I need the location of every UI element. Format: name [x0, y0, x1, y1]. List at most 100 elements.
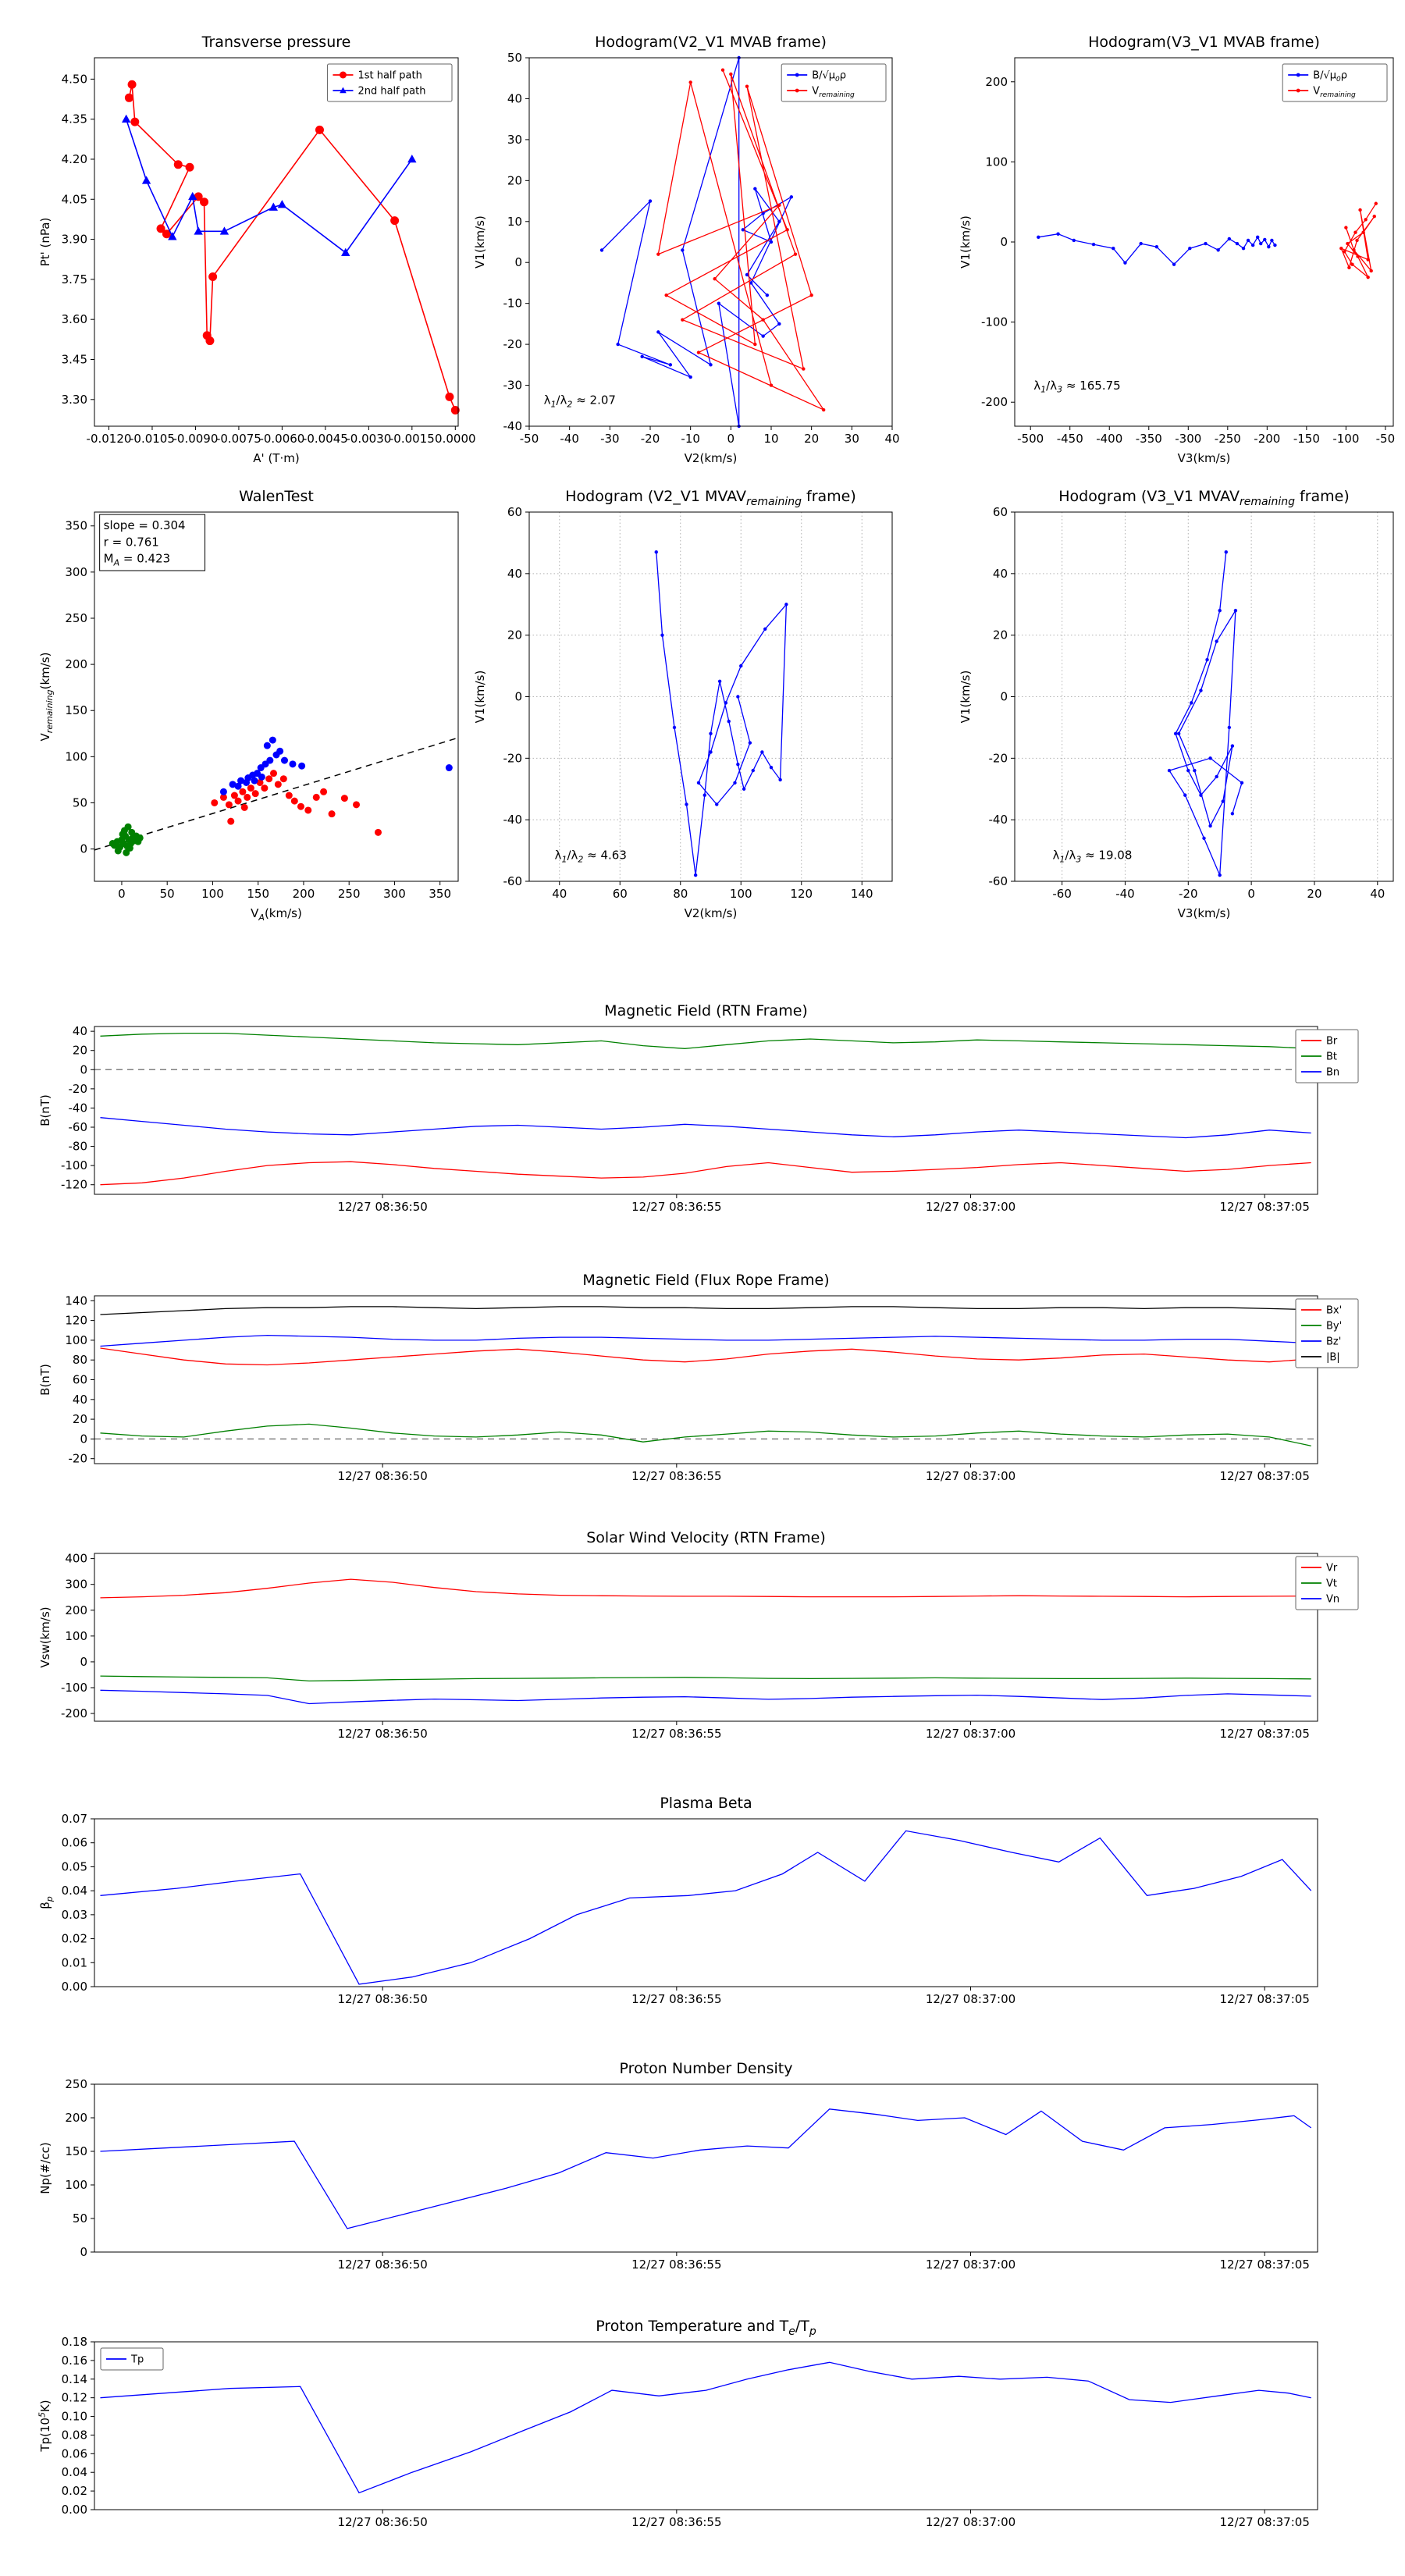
svg-text:350: 350 [65, 519, 87, 533]
svg-text:-0.0015: -0.0015 [389, 432, 435, 446]
plot-svg: -60 -40 -20 0 20 40 -60 -40 -20 0 20 40 60 V3(km/s) V1… [959, 488, 1394, 920]
svg-text:Bx': Bx' [1326, 1305, 1342, 1317]
svg-text:λ1/λ3 ≈ 165.75: λ1/λ3 ≈ 165.75 [1033, 379, 1120, 395]
svg-text:B/√μ0ρ: B/√μ0ρ [1313, 70, 1347, 84]
svg-text:slope = 0.304: slope = 0.304 [104, 518, 186, 532]
plot-svg: 40 60 80 100 120 140 -60 -40 -20 0 20 40 60 V2(km/s) V… [473, 488, 893, 920]
svg-text:0: 0 [80, 2245, 87, 2259]
svg-text:3.45: 3.45 [62, 352, 87, 366]
svg-text:100: 100 [201, 887, 224, 901]
svg-text:200: 200 [985, 75, 1008, 89]
svg-text:-10: -10 [681, 432, 700, 446]
svg-text:-0.0120: -0.0120 [87, 432, 132, 446]
svg-text:12/27 08:37:00: 12/27 08:37:00 [926, 1727, 1016, 1741]
svg-text:10: 10 [763, 432, 778, 446]
svg-text:40: 40 [552, 887, 567, 901]
svg-text:Bt: Bt [1326, 1051, 1337, 1063]
svg-text:250: 250 [338, 887, 361, 901]
svg-text:Plasma Beta: Plasma Beta [660, 1795, 752, 1812]
svg-text:0.04: 0.04 [62, 2465, 87, 2479]
chart-magnetic-field-fluxrope: 12/27 08:36:50 12/27 08:36:55 12/27 08:37:… [20, 1261, 1405, 1507]
svg-text:-300: -300 [1175, 432, 1201, 446]
svg-text:20: 20 [73, 1044, 87, 1058]
svg-text:12/27 08:36:55: 12/27 08:36:55 [631, 1992, 721, 2006]
svg-text:-40: -40 [1115, 887, 1135, 901]
svg-text:0: 0 [80, 1432, 87, 1446]
plot-svg: 12/27 08:36:50 12/27 08:36:55 12/27 08:37:… [37, 2318, 1318, 2529]
svg-text:Bn: Bn [1326, 1067, 1339, 1079]
plot-svg: 12/27 08:36:50 12/27 08:36:55 12/27 08:37:… [38, 1795, 1318, 2006]
svg-text:100: 100 [65, 749, 87, 763]
svg-text:0: 0 [1000, 690, 1008, 704]
chart-hodogram-v2v1-mvav: 40 60 80 100 120 140 -60 -40 -20 0 20 40 60 V2(km/s) V… [455, 477, 994, 924]
chart-hodogram-v2v1-mvab: -50 -40 -30 -20 -10 0 10 20 30 40 -40 -30 -20 -10 0 10 2… [455, 23, 994, 469]
svg-text:12/27 08:37:00: 12/27 08:37:00 [926, 2515, 1016, 2529]
svg-text:-20: -20 [1179, 887, 1198, 901]
svg-text:0: 0 [118, 887, 126, 901]
svg-text:Tp(105K): Tp(105K) [37, 2400, 52, 2452]
svg-text:By': By' [1326, 1321, 1342, 1332]
svg-text:120: 120 [65, 1314, 87, 1328]
svg-text:Br: Br [1326, 1036, 1338, 1048]
svg-text:-0.0075: -0.0075 [216, 432, 261, 446]
svg-text:100: 100 [65, 1333, 87, 1347]
svg-text:-100: -100 [61, 1681, 87, 1695]
chart-plasma-beta: 12/27 08:36:50 12/27 08:36:55 12/27 08:37:… [20, 1784, 1405, 2030]
svg-text:3.90: 3.90 [62, 233, 87, 247]
svg-text:20: 20 [804, 432, 819, 446]
svg-text:60: 60 [507, 505, 522, 519]
svg-text:12/27 08:37:05: 12/27 08:37:05 [1220, 1992, 1310, 2006]
svg-text:Vremaining: Vremaining [1313, 86, 1356, 99]
svg-text:-60: -60 [69, 1120, 88, 1134]
svg-text:-0.0060: -0.0060 [259, 432, 304, 446]
svg-text:100: 100 [985, 155, 1008, 169]
svg-text:0.03: 0.03 [62, 1908, 87, 1922]
svg-text:-250: -250 [1215, 432, 1241, 446]
svg-text:-200: -200 [981, 395, 1008, 409]
svg-text:300: 300 [383, 887, 406, 901]
svg-text:0.04: 0.04 [62, 1884, 87, 1898]
svg-text:0: 0 [80, 1062, 87, 1076]
svg-text:250: 250 [65, 611, 87, 625]
svg-text:λ1/λ3 ≈ 19.08: λ1/λ3 ≈ 19.08 [1053, 849, 1133, 865]
svg-text:Hodogram(V3_V1 MVAB frame): Hodogram(V3_V1 MVAB frame) [1088, 34, 1320, 51]
svg-text:0: 0 [1247, 887, 1255, 901]
svg-text:-30: -30 [503, 379, 523, 393]
plot-svg: -50 -40 -30 -20 -10 0 10 20 30 40-40-30-20-100102… [473, 34, 900, 465]
svg-text:-40: -40 [503, 813, 523, 827]
svg-text:-40: -40 [560, 432, 579, 446]
svg-text:200: 200 [65, 657, 87, 671]
svg-text:V3(km/s): V3(km/s) [1178, 906, 1231, 920]
svg-text:0: 0 [80, 1655, 87, 1669]
svg-text:10: 10 [507, 215, 522, 229]
plot-svg: -0.0120-0.0105-0.0090-0.0075-0.0060-0.00… [38, 34, 476, 465]
svg-text:12/27 08:37:05: 12/27 08:37:05 [1220, 2515, 1310, 2529]
plot-svg: 12/27 08:36:50 12/27 08:36:55 12/27 08:37:… [38, 1002, 1359, 1214]
plot-svg: 12/27 08:36:50 12/27 08:36:55 12/27 08:37:… [38, 1529, 1359, 1741]
svg-text:-40: -40 [503, 419, 523, 433]
svg-text:100: 100 [65, 2178, 87, 2192]
svg-text:80: 80 [673, 887, 688, 901]
svg-text:150: 150 [65, 703, 87, 717]
svg-text:VA(km/s): VA(km/s) [251, 906, 302, 923]
svg-text:Vt: Vt [1326, 1578, 1337, 1590]
svg-text:-20: -20 [989, 751, 1008, 765]
svg-text:0.00: 0.00 [62, 1980, 87, 1994]
svg-text:0: 0 [514, 255, 522, 269]
svg-text:12/27 08:36:55: 12/27 08:36:55 [631, 1727, 721, 1741]
svg-text:3.75: 3.75 [62, 272, 87, 286]
svg-text:Pt' (nPa): Pt' (nPa) [38, 218, 52, 267]
svg-text:0.06: 0.06 [62, 1836, 87, 1850]
svg-text:-50: -50 [1376, 432, 1396, 446]
svg-text:-20: -20 [69, 1452, 88, 1466]
svg-text:0.07: 0.07 [62, 1812, 87, 1826]
plot-svg: -500 -450 -400 -350 -300 -250 -200 -150 -100 -50 -… [959, 34, 1396, 465]
svg-text:120: 120 [790, 887, 813, 901]
svg-text:0.0000: 0.0000 [435, 432, 476, 446]
svg-text:50: 50 [73, 2211, 87, 2226]
svg-text:0.02: 0.02 [62, 2484, 87, 2498]
svg-text:30: 30 [507, 133, 522, 147]
svg-text:-200: -200 [61, 1706, 87, 1720]
chart-magnetic-field-rtn: 12/27 08:36:50 12/27 08:36:55 12/27 08:37:… [20, 991, 1405, 1237]
svg-text:Proton Temperature and Te/Tp: Proton Temperature and Te/Tp [596, 2318, 816, 2338]
